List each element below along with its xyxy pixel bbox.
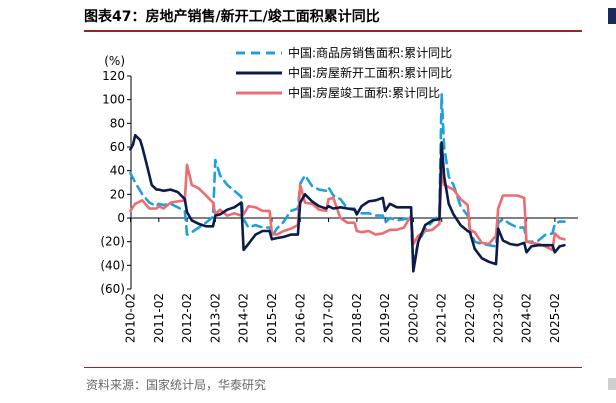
series-line-3	[129, 163, 566, 252]
x-tick-label: 2023-02	[491, 293, 505, 343]
x-tick-label: 2017-02	[322, 293, 336, 343]
footer-divider	[84, 367, 582, 368]
chart-legend: 中国:商品房销售面积:累计同比中国:房屋新开工面积:累计同比中国:房屋竣工面积:…	[236, 45, 452, 100]
x-tick-label: 2025-02	[548, 293, 562, 343]
x-tick-label: 2015-02	[265, 293, 279, 343]
title-divider	[84, 30, 582, 32]
source-note: 资料来源：国家统计局，华泰研究	[86, 378, 267, 392]
x-tick-label: 2021-02	[435, 293, 449, 343]
x-tick-label: 2013-02	[208, 293, 222, 343]
x-tick-label: 2012-02	[180, 293, 194, 343]
y-axis-unit-label: (%)	[104, 54, 125, 68]
chart-axes: (60) (40) (20) 0 20 40 60 80 100 120(%) 2010-02 201…	[100, 54, 578, 343]
y-tick-label: 80	[110, 116, 125, 130]
y-tick-label: (20)	[100, 235, 125, 249]
x-tick-label: 2010-02	[124, 293, 138, 343]
y-tick-label: 40	[110, 164, 125, 178]
chart-title: 图表47：房地产销售/新开工/竣工面积累计同比	[84, 9, 380, 25]
x-tick-label: 2019-02	[378, 293, 392, 343]
next-panel-edge-footer	[608, 378, 616, 390]
legend-label: 中国:商品房销售面积:累计同比	[288, 45, 452, 60]
legend-label: 中国:房屋竣工面积:累计同比	[288, 85, 440, 100]
chart-series	[129, 92, 566, 273]
series-line-1	[129, 92, 566, 267]
y-tick-label: 0	[117, 211, 125, 225]
y-tick-label: 100	[102, 93, 125, 107]
x-tick-label: 2014-02	[237, 293, 251, 343]
x-tick-label: 2011-02	[152, 293, 166, 343]
x-tick-label: 2020-02	[406, 293, 420, 343]
series-line-2	[129, 133, 566, 273]
y-tick-label: (40)	[100, 258, 125, 272]
x-tick-label: 2024-02	[520, 293, 534, 343]
legend-label: 中国:房屋新开工面积:累计同比	[288, 65, 452, 80]
x-tick-label: 2016-02	[293, 293, 307, 343]
y-tick-label: 60	[110, 140, 125, 154]
y-tick-label: (60)	[100, 282, 125, 296]
y-tick-label: 20	[110, 187, 125, 201]
x-tick-label: 2018-02	[350, 293, 364, 343]
y-tick-label: 120	[102, 69, 125, 83]
x-tick-label: 2022-02	[463, 293, 477, 343]
next-panel-edge	[608, 8, 616, 24]
